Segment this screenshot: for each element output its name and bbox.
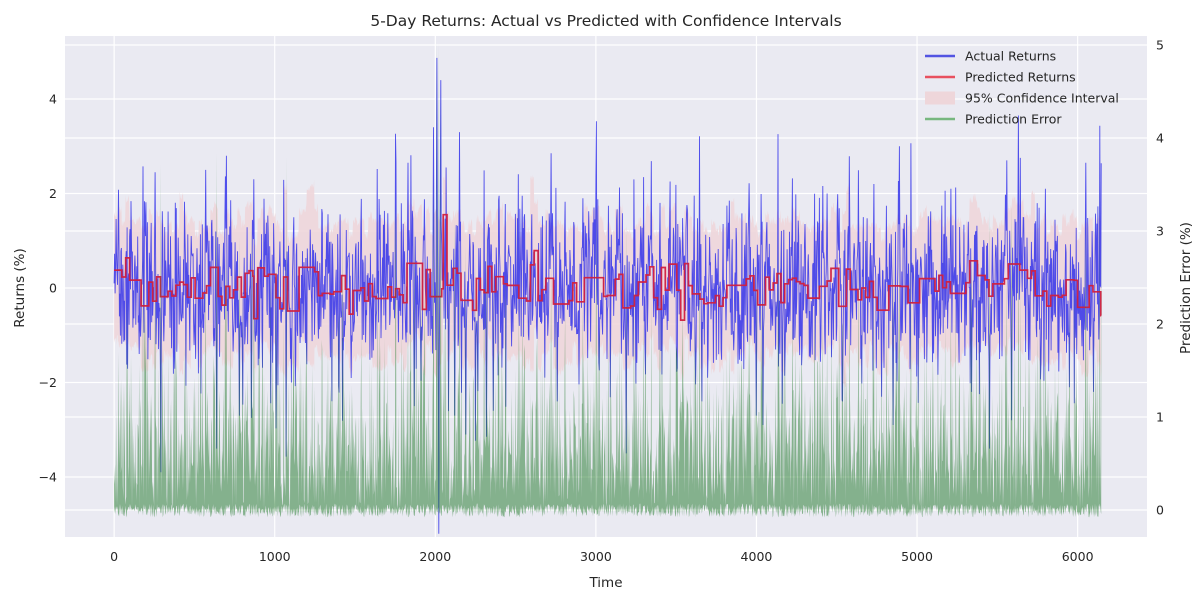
y-tick-label-left: 4 [49, 91, 57, 106]
y-tick-label-left: 2 [49, 186, 57, 201]
axis-tick-labels: 0 1000 2000 3000 4000 5000 6000 4 2 0 −2 −4 0 1 2 3 4 5 [39, 37, 1164, 564]
legend-item-actual-returns: Actual Returns [925, 49, 1056, 64]
y-tick-label-left: −4 [39, 469, 57, 484]
y-axis-label-left: Returns (%) [12, 248, 28, 327]
y-tick-label-right: 0 [1156, 502, 1164, 517]
y-tick-label-left: −2 [39, 375, 57, 390]
confidence-interval-swatch [925, 91, 955, 105]
legend-label: Predicted Returns [965, 70, 1076, 85]
legend-label: Prediction Error [965, 112, 1062, 127]
actual-returns-line [113, 57, 1102, 534]
y-tick-label-right: 3 [1156, 223, 1164, 238]
x-tick-label: 2000 [419, 549, 451, 564]
predicted-returns-line [114, 213, 1102, 321]
x-tick-label: 3000 [580, 549, 612, 564]
y-tick-label-right: 2 [1156, 316, 1164, 331]
x-tick-label: 4000 [741, 549, 773, 564]
y-tick-label-right: 1 [1156, 409, 1164, 424]
x-tick-label: 1000 [259, 549, 291, 564]
y-tick-label-right: 5 [1156, 37, 1164, 52]
y-axis-label-right: Prediction Error (%) [1178, 222, 1194, 354]
chart-title: 5-Day Returns: Actual vs Predicted with … [370, 12, 841, 30]
prediction-error-area [114, 40, 1102, 518]
y-tick-label-right: 4 [1156, 130, 1164, 145]
legend-label: Actual Returns [965, 49, 1056, 64]
y-tick-label-left: 0 [49, 280, 57, 295]
x-axis-label: Time [588, 575, 622, 591]
x-tick-label: 6000 [1062, 549, 1094, 564]
legend-label: 95% Confidence Interval [965, 91, 1119, 106]
x-tick-label: 5000 [901, 549, 933, 564]
x-tick-label: 0 [110, 549, 118, 564]
legend-item-predicted-returns: Predicted Returns [925, 70, 1076, 85]
legend-item-prediction-error: Prediction Error [925, 112, 1062, 127]
legend: Actual Returns Predicted Returns 95% Con… [925, 49, 1119, 127]
series-layer [113, 40, 1102, 534]
legend-item-confidence-interval: 95% Confidence Interval [925, 91, 1119, 106]
